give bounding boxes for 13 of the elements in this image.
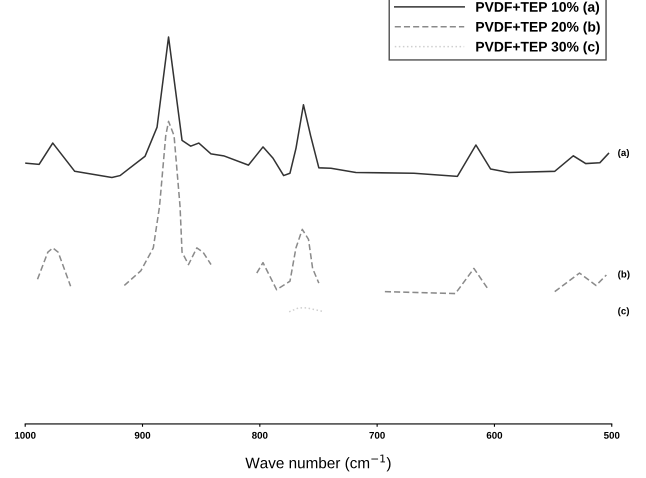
- x-tick-label: 700: [369, 432, 385, 439]
- x-tick-label: 1000: [14, 432, 36, 439]
- legend-label: PVDF+TEP 30% (c): [476, 41, 600, 54]
- legend-label: PVDF+TEP 10% (a): [476, 2, 600, 15]
- text: (c): [618, 307, 630, 316]
- text: (a): [618, 148, 630, 158]
- x-tick-label: 800: [252, 432, 268, 439]
- text: (b): [618, 270, 630, 280]
- x-tick-label: 600: [486, 432, 502, 439]
- x-tick-label: 900: [134, 432, 150, 439]
- x-tick-label: 500: [604, 432, 620, 439]
- legend-label: PVDF+TEP 20% (b): [476, 22, 600, 34]
- x-axis-title: Wave number (cm$^{−1}$): [245, 454, 391, 472]
